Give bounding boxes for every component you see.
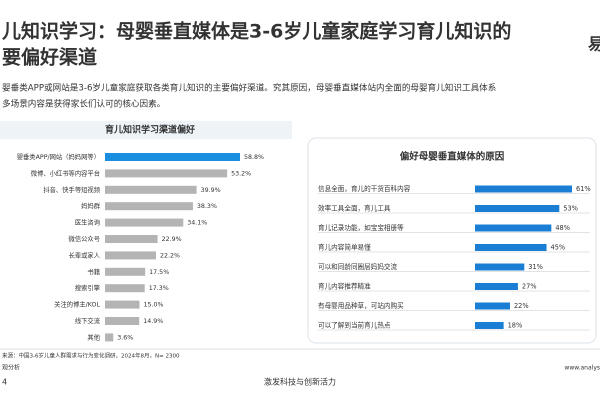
bar — [105, 300, 140, 309]
value-label: 39.9% — [201, 187, 221, 194]
bar — [105, 284, 145, 293]
value-label: 58.8% — [244, 154, 264, 161]
chart-title: 育儿知识学习渠道偏好 — [105, 124, 195, 136]
category-label: 信息全面，育儿的干货百科内容 — [318, 184, 411, 193]
bar — [105, 202, 193, 211]
category-label: 可以和同龄同圈层妈妈交流 — [318, 262, 398, 271]
category-label: 书籍 — [87, 267, 100, 276]
title: 要偏好渠道 — [2, 46, 97, 69]
logo: 易 — [588, 35, 600, 54]
category-label: 长辈或家人 — [69, 250, 101, 259]
url: www.analys — [564, 365, 600, 372]
slogan: 激发科技与创新活力 — [264, 377, 336, 387]
category-label: 关注的博主/KOL — [54, 300, 100, 309]
category-label: 育儿内容简单易懂 — [318, 243, 371, 252]
value-label: 31% — [528, 263, 543, 271]
source: 来源：中国3-6岁儿童人群需求与行为变化调研，2024年8月，N= 2300 — [2, 352, 180, 360]
category-label: 医生咨询 — [75, 218, 100, 227]
value-label: 18% — [508, 322, 523, 330]
panel-header — [0, 121, 292, 139]
chart-title: 偏好母婴垂直媒体的原因 — [400, 151, 505, 163]
category-label: 搜索引擎 — [75, 283, 101, 292]
bar — [475, 322, 504, 329]
bar — [105, 317, 140, 325]
value-label: 48% — [555, 224, 570, 232]
brand: 观分析 — [2, 364, 20, 372]
category-label: 育儿记录功能，如宝宝相册等 — [318, 223, 404, 232]
bar — [475, 244, 547, 251]
bar — [105, 235, 158, 243]
value-label: 53% — [563, 205, 578, 213]
category-label: 育儿内容推荐精准 — [318, 282, 371, 291]
bar — [475, 302, 510, 310]
bar — [475, 224, 552, 232]
bar — [105, 169, 228, 178]
category-label: 微博、小红书等内容平台 — [31, 168, 100, 177]
bar — [105, 251, 156, 260]
value-label: 61% — [576, 185, 591, 193]
category-label: 微信公众号 — [69, 234, 100, 243]
category-label: 婴垂类APP/网站（妈妈网等） — [17, 152, 100, 161]
bar — [105, 185, 197, 194]
value-label: 53.2% — [231, 170, 251, 177]
bar — [105, 153, 240, 161]
bar — [105, 267, 146, 276]
category-label: 抖音、快手等短视频 — [43, 185, 100, 194]
category-label: 线下交流 — [75, 316, 101, 325]
bar — [475, 185, 572, 193]
bar — [475, 263, 525, 271]
title: 儿知识学习：母婴垂直媒体是3-6岁儿童家庭学习育儿知识的 — [1, 20, 511, 43]
bar — [475, 205, 560, 212]
panel — [307, 137, 597, 344]
category-label: 可以了解到当前育儿热点 — [318, 321, 391, 330]
value-label: 45% — [551, 244, 566, 252]
category-label: 妈妈群 — [81, 201, 101, 210]
value-label: 14.9% — [143, 318, 163, 325]
page-number: 4 — [2, 378, 7, 387]
value-label: 15.0% — [143, 302, 163, 309]
value-label: 22.9% — [162, 236, 182, 243]
category-label: 其他 — [87, 332, 100, 341]
category-label: 有母婴用品种草，可站内购买 — [318, 301, 404, 310]
bar — [475, 283, 518, 290]
value-label: 22% — [514, 302, 529, 310]
value-label: 38.3% — [197, 203, 217, 210]
bar — [105, 333, 114, 342]
bar — [105, 218, 184, 227]
paragraph: 多场景内容是获得家长们认可的核心因素。 — [2, 98, 165, 110]
value-label: 22.2% — [160, 252, 180, 259]
value-label: 3.6% — [117, 334, 133, 341]
paragraph: 婴垂类APP或网站是3-6岁儿童家庭获取各类育儿知识的主要偏好渠道。究其原因，母… — [2, 82, 497, 94]
value-label: 17.3% — [149, 285, 169, 292]
value-label: 27% — [522, 283, 537, 291]
value-label: 34.1% — [187, 220, 207, 227]
category-label: 效率工具全面，育儿工具 — [318, 204, 391, 213]
value-label: 17.5% — [149, 269, 169, 276]
